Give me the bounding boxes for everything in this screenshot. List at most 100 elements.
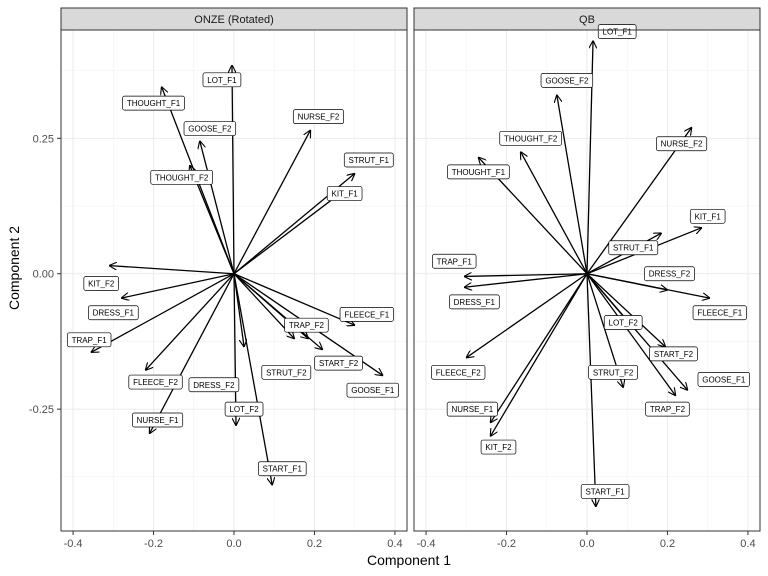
vector-label: NURSE_F2 bbox=[292, 109, 345, 125]
loading-arrow bbox=[557, 95, 588, 274]
vector-label-box bbox=[66, 332, 112, 348]
vector-label: NURSE_F1 bbox=[132, 412, 184, 428]
vector-label: DRESS_F2 bbox=[188, 377, 240, 393]
loading-arrow bbox=[121, 273, 235, 298]
vector-label-text: DRESS_F1 bbox=[93, 309, 135, 318]
vector-label-text: GOOSE_F1 bbox=[351, 386, 395, 395]
vector-label-text: THOUGHT_F2 bbox=[504, 134, 558, 143]
vector-label-text: DRESS_F1 bbox=[454, 298, 496, 307]
loading-arrow bbox=[586, 273, 676, 396]
vector-label-box bbox=[88, 305, 139, 321]
vector-label-text: START_F2 bbox=[319, 359, 359, 368]
vector-label-box bbox=[346, 382, 399, 398]
vector-label-text: KIT_F1 bbox=[332, 190, 359, 199]
vector-label: THOUGHT_F1 bbox=[447, 164, 510, 180]
y-tick-label: -0.25 bbox=[29, 404, 54, 416]
vector-label: DRESS_F2 bbox=[644, 266, 695, 282]
vector-label: GOOSE_F1 bbox=[697, 371, 750, 387]
vector-label-box bbox=[188, 377, 240, 393]
vector-label: TRAP_F1 bbox=[432, 253, 477, 269]
x-tick-label: -0.4 bbox=[417, 538, 436, 550]
vector-label-box bbox=[692, 305, 747, 321]
vector-label: STRUT_F2 bbox=[261, 364, 312, 380]
x-tick-label: 0.4 bbox=[387, 538, 402, 550]
vector-label: STRUT_F1 bbox=[343, 152, 394, 168]
loading-arrow bbox=[150, 273, 235, 434]
vector-label-text: FLEECE_F2 bbox=[436, 368, 481, 377]
x-tick-label: 0.2 bbox=[660, 538, 675, 550]
vector-label-text: STRUT_F2 bbox=[593, 368, 634, 377]
vector-label-text: TRAP_F1 bbox=[437, 257, 473, 266]
vector-label-box bbox=[432, 253, 477, 269]
loading-arrow bbox=[464, 274, 588, 277]
loading-arrow bbox=[586, 273, 596, 507]
loading-arrow bbox=[200, 141, 235, 274]
vector-label-text: START_F1 bbox=[263, 465, 303, 474]
vector-label: FLEECE_F1 bbox=[339, 307, 394, 322]
vector-label-box bbox=[314, 355, 363, 371]
vector-label-box bbox=[580, 484, 630, 499]
vector-label: KIT_F2 bbox=[480, 439, 517, 455]
vector-label-text: TRAP_F2 bbox=[289, 321, 325, 330]
loading-arrow bbox=[233, 273, 323, 350]
vector-label-box bbox=[431, 364, 486, 380]
loading-arrow bbox=[232, 65, 234, 274]
vector-label-box bbox=[447, 164, 510, 180]
loading-arrow bbox=[145, 273, 235, 370]
vector-label-text: TRAP_F1 bbox=[72, 336, 108, 345]
vector-label: LOT_F1 bbox=[202, 72, 242, 88]
vector-label-text: LOT_F1 bbox=[603, 28, 633, 37]
vector-label-box bbox=[339, 307, 394, 322]
vector-label: NURSE_F2 bbox=[656, 136, 708, 152]
vector-label-box bbox=[499, 130, 562, 146]
vector-label-box bbox=[597, 24, 637, 39]
vector-label-text: THOUGHT_F1 bbox=[127, 99, 181, 108]
y-tick-label: 0.25 bbox=[33, 133, 54, 145]
vector-label-box bbox=[128, 374, 183, 390]
vector-label: KIT_F2 bbox=[83, 276, 119, 291]
panel-1: ONZE (Rotated) LOT_F1 THOUGHT_F1 GOOSE_F2 NU… bbox=[29, 7, 408, 550]
vector-label-box bbox=[150, 169, 213, 185]
vector-label: LOT_F2 bbox=[224, 401, 264, 417]
x-tick-label: -0.2 bbox=[497, 538, 516, 550]
x-tick-label: 0.0 bbox=[226, 538, 241, 550]
vector-label-box bbox=[540, 73, 594, 88]
vector-label: STRUT_F2 bbox=[588, 364, 639, 380]
vector-label-text: GOOSE_F2 bbox=[188, 125, 232, 134]
x-tick-label: -0.2 bbox=[144, 538, 163, 550]
vector-label-text: THOUGHT_F1 bbox=[452, 168, 506, 177]
y-axis-title: Component 2 bbox=[6, 226, 22, 310]
vector-label-box bbox=[649, 346, 698, 362]
loading-arrow bbox=[586, 273, 710, 298]
panel-2: QB LOT_F1 GOOSE_F2 THOUGHT_F2 NURSE_F2 THOUGH… bbox=[413, 7, 761, 550]
vector-label-text: STRUT_F1 bbox=[613, 244, 654, 253]
vector-label: NURSE_F1 bbox=[446, 401, 498, 417]
panel-title: ONZE (Rotated) bbox=[194, 14, 273, 26]
vector-label-box bbox=[644, 266, 695, 282]
vector-label-text: KIT_F2 bbox=[485, 443, 512, 452]
vector-label: DRESS_F1 bbox=[88, 305, 139, 321]
vector-label-box bbox=[258, 461, 307, 477]
vector-label-text: FLEECE_F1 bbox=[697, 309, 742, 318]
x-axis-title: Component 1 bbox=[367, 552, 451, 568]
vector-label-text: LOT_F2 bbox=[609, 318, 639, 327]
vector-label-box bbox=[603, 315, 643, 330]
vector-label: TRAP_F2 bbox=[645, 401, 690, 417]
vector-label-text: KIT_F1 bbox=[695, 212, 722, 221]
panels-layer: ONZE (Rotated) LOT_F1 THOUGHT_F1 GOOSE_F2 NU… bbox=[29, 7, 761, 550]
vector-label: THOUGHT_F1 bbox=[122, 95, 185, 111]
x-tick-label: 0.2 bbox=[307, 538, 322, 550]
vector-label-text: NURSE_F2 bbox=[661, 140, 703, 149]
loading-arrow bbox=[234, 273, 236, 426]
vector-label: TRAP_F1 bbox=[66, 332, 112, 348]
vector-label-text: START_F2 bbox=[654, 350, 694, 359]
vector-label: TRAP_F2 bbox=[284, 317, 329, 333]
vector-label-text: LOT_F2 bbox=[229, 405, 259, 414]
x-tick-label: 0.0 bbox=[579, 538, 594, 550]
vector-label-box bbox=[83, 276, 119, 291]
vector-label-box bbox=[588, 364, 639, 380]
vector-label-box bbox=[645, 401, 690, 417]
vector-label: START_F1 bbox=[258, 461, 307, 477]
loading-arrow bbox=[521, 152, 588, 275]
vector-label-box bbox=[202, 72, 242, 88]
